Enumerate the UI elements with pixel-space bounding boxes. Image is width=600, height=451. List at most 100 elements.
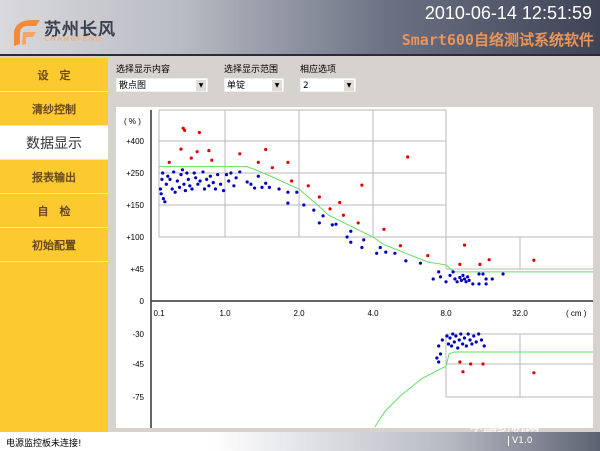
- app-header: 苏州长风 CHANGFENG 2010-06-14 12:51:59 Smart…: [0, 0, 600, 56]
- red-point: [167, 160, 171, 164]
- blue-point: [224, 173, 229, 177]
- blue-point: [477, 282, 481, 286]
- blue-point: [232, 184, 236, 188]
- sidebar-item-data-display[interactable]: 数据显示: [0, 126, 108, 160]
- blue-point: [256, 174, 260, 178]
- red-point: [458, 360, 462, 364]
- blue-point: [229, 171, 233, 175]
- blue-point: [334, 222, 338, 226]
- blue-point: [437, 344, 441, 348]
- blue-point: [163, 200, 167, 204]
- y-tick-label: +250: [126, 169, 145, 178]
- red-point: [532, 371, 536, 375]
- chevron-down-icon[interactable]: ▼: [272, 80, 282, 91]
- blue-point: [435, 356, 439, 360]
- blue-point: [161, 197, 165, 201]
- blue-point: [474, 340, 478, 344]
- chevron-down-icon[interactable]: ▼: [196, 80, 206, 91]
- x-tick-label: 1.0: [219, 309, 231, 318]
- lower-limit-curve: [374, 351, 594, 428]
- blue-point: [211, 181, 215, 185]
- blue-point: [484, 282, 488, 286]
- sidebar-item-report-output[interactable]: 报表输出: [0, 160, 108, 194]
- blue-point: [362, 238, 366, 242]
- red-point: [317, 195, 321, 199]
- blue-point: [190, 187, 194, 191]
- x-tick-label: 2.0: [293, 309, 305, 318]
- status-message: 电源监控板未连接!: [6, 439, 82, 449]
- blue-point: [201, 170, 205, 174]
- blue-point: [321, 214, 325, 218]
- blue-point: [444, 280, 448, 284]
- option-select[interactable]: 2 ▼: [300, 78, 356, 92]
- blue-point: [216, 173, 220, 177]
- blue-point: [180, 168, 185, 172]
- logo-text: 苏州长风: [44, 20, 116, 40]
- blue-point: [464, 344, 468, 348]
- blue-point: [160, 177, 164, 181]
- blue-point: [205, 177, 209, 181]
- app-title: Smart600自络测试系统软件: [401, 31, 594, 49]
- scatter-chart-panel: ( % ) ( cm ) 0.1 1.0 2.0 4.0 8.0 32.0 +400 +250 +1…: [116, 107, 594, 428]
- blue-point: [277, 187, 281, 191]
- blue-point: [173, 190, 177, 194]
- sidebar-item-clearer-control[interactable]: 清纱控制: [0, 92, 108, 126]
- blue-point: [317, 221, 321, 225]
- blue-point: [175, 179, 179, 183]
- blue-point: [455, 280, 459, 284]
- blue-point: [179, 173, 183, 177]
- blue-point: [286, 190, 290, 194]
- sidebar-item-initial-config[interactable]: 初始配置: [0, 228, 108, 262]
- status-bar: 电源监控板未连接! V1.0: [0, 432, 600, 451]
- red-point: [469, 362, 473, 366]
- blue-point: [452, 340, 456, 344]
- blue-point: [159, 192, 163, 196]
- blue-point: [466, 332, 470, 336]
- range-label: 选择显示范围: [224, 65, 279, 75]
- red-point: [183, 128, 187, 132]
- blue-point: [360, 245, 364, 250]
- x-tick-label: 32.0: [512, 309, 528, 318]
- blue-point: [468, 338, 472, 342]
- blue-point: [164, 182, 168, 186]
- blue-point: [349, 240, 353, 244]
- blue-point: [445, 334, 449, 338]
- blue-point: [221, 189, 226, 193]
- blue-point: [481, 272, 485, 276]
- option-label: 相应选项: [300, 65, 337, 75]
- sidebar-item-settings[interactable]: 设 定: [0, 58, 108, 92]
- red-point: [179, 147, 183, 151]
- red-point: [306, 184, 310, 188]
- content-select[interactable]: 散点图 ▼: [116, 78, 208, 92]
- range-select[interactable]: 单锭 ▼: [224, 78, 284, 92]
- watermark: TTMN.COM 中国纺机网: [458, 402, 550, 436]
- blue-point: [448, 273, 452, 277]
- content-label: 选择显示内容: [116, 65, 171, 75]
- blue-point: [208, 174, 212, 178]
- blue-point: [458, 275, 462, 280]
- blue-point: [465, 275, 470, 279]
- red-point: [328, 207, 332, 211]
- red-point: [426, 254, 430, 258]
- blue-point: [459, 278, 464, 282]
- blue-point: [453, 277, 457, 281]
- red-point: [189, 156, 193, 160]
- blue-point: [454, 334, 458, 338]
- blue-point: [158, 187, 163, 191]
- blue-point: [451, 270, 455, 274]
- changfeng-logo-icon: [14, 20, 40, 46]
- blue-point: [472, 334, 476, 338]
- blue-point: [490, 277, 494, 281]
- chevron-down-icon[interactable]: ▼: [344, 80, 354, 91]
- blue-point: [431, 277, 435, 281]
- blue-point: [168, 177, 172, 181]
- red-point: [210, 158, 214, 162]
- blue-point: [501, 272, 505, 276]
- blue-point: [185, 171, 189, 175]
- y-tick-label: +100: [126, 233, 145, 242]
- blue-point: [182, 182, 186, 186]
- sidebar-item-self-test[interactable]: 自 检: [0, 194, 108, 228]
- blue-point: [170, 187, 174, 191]
- blue-point: [286, 201, 290, 205]
- blue-point: [470, 342, 474, 346]
